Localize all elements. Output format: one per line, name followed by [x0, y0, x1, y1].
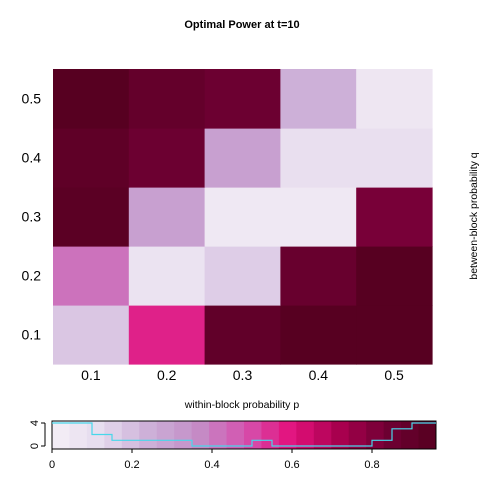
heatmap-cell [356, 69, 433, 129]
color-key-swatch [366, 421, 385, 449]
count-axis-label: 4 [29, 420, 41, 426]
heatmap-cell [280, 69, 357, 129]
color-key-swatch [121, 421, 140, 449]
color-key-swatch [418, 421, 437, 449]
color-key-tick-label: 0.4 [204, 459, 219, 471]
heatmap-cell [204, 246, 281, 306]
heatmap-cell [204, 187, 281, 247]
color-key-swatch [383, 421, 402, 449]
chart-title: Optimal Power at t=10 [184, 19, 299, 31]
heatmap-cells [53, 69, 433, 365]
heatmap-cell [204, 305, 281, 365]
y-tick-label: 0.1 [22, 327, 42, 343]
heatmap-cell [280, 305, 357, 365]
color-key-swatch [226, 421, 245, 449]
heatmap-cell [356, 128, 433, 188]
color-key-histogram [52, 422, 436, 447]
x-tick-label: 0.4 [309, 367, 329, 383]
color-key-swatch [244, 421, 262, 449]
color-key-swatch [52, 421, 70, 449]
heatmap-cell [280, 246, 357, 306]
count-axis-label: 0 [29, 443, 41, 449]
color-key-swatch [104, 421, 123, 449]
heatmap-cell [280, 128, 357, 188]
color-key-swatch [401, 421, 420, 449]
color-key-swatch [69, 421, 88, 449]
heatmap-cell [53, 187, 130, 247]
color-key-swatch [348, 421, 367, 449]
color-key-tick-label: 0.2 [124, 459, 139, 471]
color-key-tick-label: 0.8 [364, 459, 379, 471]
heatmap-cell [356, 187, 433, 247]
y-tick-labels: 0.1 0.2 0.3 0.4 0.5 [22, 91, 42, 343]
color-key-swatch [174, 421, 193, 449]
y-tick-label: 0.4 [22, 150, 42, 166]
x-tick-label: 0.2 [157, 367, 177, 383]
color-key-swatch [139, 421, 158, 449]
heatmap-cell [204, 128, 281, 188]
x-tick-label: 0.3 [233, 367, 253, 383]
heatmap-cell [53, 246, 130, 306]
y-tick-label: 0.5 [22, 91, 42, 107]
heatmap-cell [128, 69, 206, 129]
color-key-swatch [209, 421, 228, 449]
y-tick-label: 0.3 [22, 209, 42, 225]
color-key-frame [51, 420, 437, 450]
color-key-swatch [191, 421, 210, 449]
heatmap-cell [53, 128, 130, 188]
heatmap-cell [356, 246, 433, 306]
color-key-swatch [331, 421, 350, 449]
heatmap-cell [128, 246, 206, 306]
heatmap-cell [128, 128, 206, 188]
color-key-swatch [156, 421, 175, 449]
color-key-swatch [313, 421, 332, 449]
heatmap-cell [128, 187, 206, 247]
heatmap-cell [53, 69, 130, 129]
x-tick-labels: 0.1 0.2 0.3 0.4 0.5 [81, 367, 404, 383]
color-key-tick-label: 0 [49, 459, 55, 471]
heatmap-cell [280, 187, 357, 247]
heatmap-cell [53, 305, 130, 365]
heatmap-cell [356, 305, 433, 365]
y-axis-label: between-block probability q [468, 152, 480, 279]
color-key-swatch [296, 421, 315, 449]
color-key: 0 0.2 0.4 0.6 0.8 0 4 [29, 420, 437, 471]
x-axis-label: within-block probability p [184, 399, 300, 411]
color-key-swatch [278, 421, 297, 449]
x-tick-label: 0.5 [384, 367, 404, 383]
color-key-swatch [261, 421, 280, 449]
y-tick-label: 0.2 [22, 268, 42, 284]
heatmap-cell [204, 69, 281, 129]
heatmap-cell [128, 305, 206, 365]
x-tick-label: 0.1 [81, 367, 101, 383]
color-key-tick-label: 0.6 [284, 459, 299, 471]
